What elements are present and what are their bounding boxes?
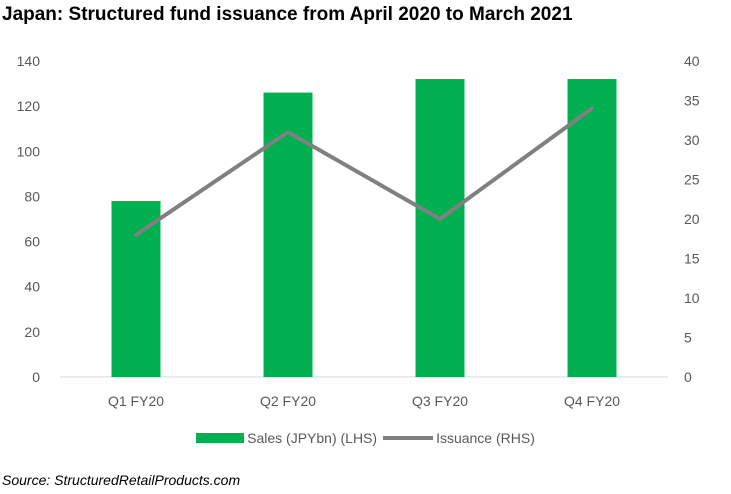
right-tick-label: 5 — [684, 330, 692, 346]
x-axis-ticks: Q1 FY20 Q2 FY20 Q3 FY20 Q4 FY20 — [108, 393, 620, 409]
x-tick-label: Q3 FY20 — [412, 393, 468, 409]
bar-q2-fy20 — [263, 92, 313, 377]
left-axis-ticks: 0 20 40 60 80 100 120 140 — [17, 53, 41, 385]
source-note: Source: StructuredRetailProducts.com — [2, 472, 241, 488]
legend-swatch-bar — [196, 433, 245, 443]
right-tick-label: 35 — [684, 93, 700, 109]
x-tick-label: Q2 FY20 — [260, 393, 316, 409]
bar-q3-fy20 — [415, 79, 465, 378]
left-tick-label: 40 — [24, 279, 40, 295]
right-tick-label: 30 — [684, 132, 700, 148]
right-tick-label: 40 — [684, 53, 700, 69]
right-axis-ticks: 0 5 10 15 20 25 30 35 40 — [684, 53, 700, 385]
legend-swatch-line — [383, 436, 434, 440]
legend-label-issuance: Issuance (RHS) — [436, 430, 535, 446]
right-tick-label: 20 — [684, 211, 700, 227]
combo-chart: 0 20 40 60 80 100 120 140 0 5 10 15 20 25 30 35 40 Q1 F… — [17, 53, 700, 409]
issuance-line — [134, 106, 594, 237]
chart-title: Japan: Structured fund issuance from Apr… — [2, 4, 573, 25]
right-tick-label: 25 — [684, 172, 700, 188]
right-tick-label: 15 — [684, 251, 700, 267]
bar-series — [111, 79, 617, 378]
left-tick-label: 60 — [24, 234, 40, 250]
bar-q4-fy20 — [567, 79, 617, 378]
legend-item-sales: Sales (JPYbn) (LHS) — [196, 430, 377, 446]
legend-label-sales: Sales (JPYbn) (LHS) — [247, 430, 378, 446]
x-tick-label: Q1 FY20 — [108, 393, 164, 409]
line-series — [134, 106, 594, 237]
left-tick-label: 80 — [24, 188, 40, 204]
left-tick-label: 120 — [17, 98, 41, 114]
bar-q1-fy20 — [111, 200, 161, 377]
right-tick-label: 0 — [684, 369, 692, 385]
left-tick-label: 140 — [17, 53, 41, 69]
right-tick-label: 10 — [684, 290, 700, 306]
legend-item-issuance: Issuance (RHS) — [383, 430, 535, 446]
x-tick-label: Q4 FY20 — [564, 393, 620, 409]
left-tick-label: 100 — [17, 143, 41, 159]
left-tick-label: 0 — [32, 369, 40, 385]
left-tick-label: 20 — [24, 324, 40, 340]
legend: Sales (JPYbn) (LHS) Issuance (RHS) — [0, 430, 731, 446]
